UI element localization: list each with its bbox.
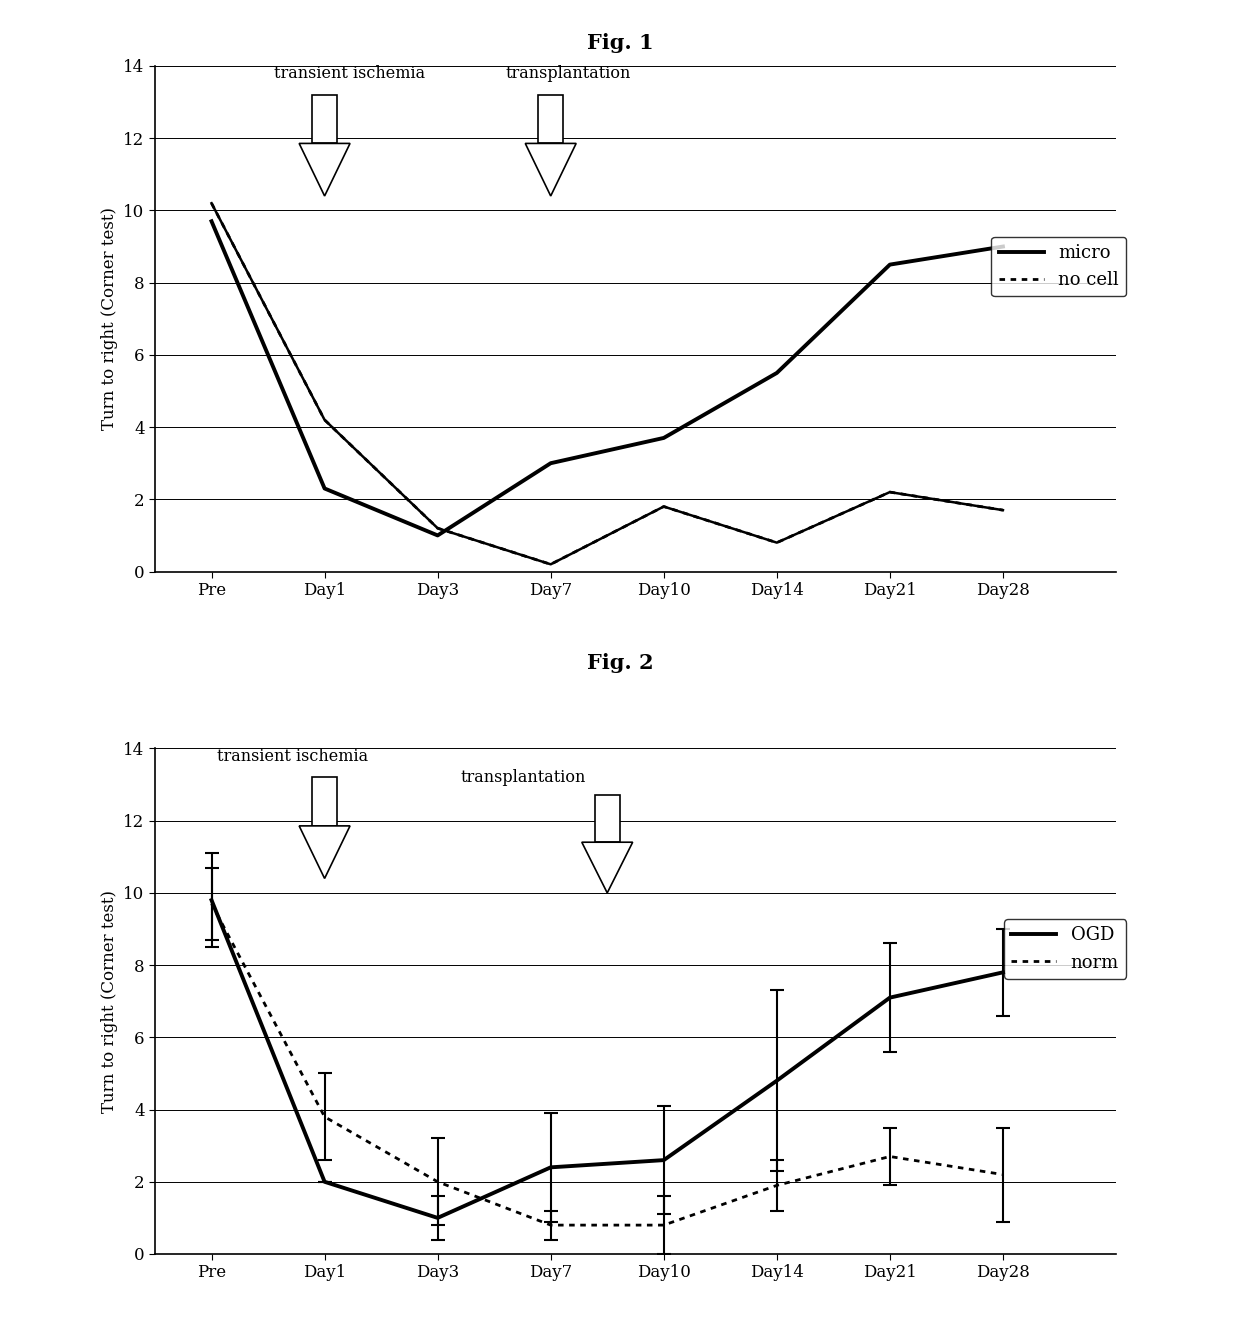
Bar — [594, 796, 620, 842]
Bar — [312, 95, 337, 144]
Bar — [538, 95, 563, 144]
Polygon shape — [526, 144, 577, 195]
Text: transplantation: transplantation — [460, 770, 585, 787]
Text: transient ischemia: transient ischemia — [274, 65, 425, 82]
Text: transient ischemia: transient ischemia — [217, 747, 368, 764]
Y-axis label: Turn to right (Corner test): Turn to right (Corner test) — [100, 207, 118, 430]
Y-axis label: Turn to right (Corner test): Turn to right (Corner test) — [100, 890, 118, 1113]
Polygon shape — [299, 826, 350, 879]
Bar — [312, 777, 337, 826]
Legend: OGD, norm: OGD, norm — [1004, 919, 1126, 978]
Text: Fig. 1: Fig. 1 — [587, 33, 653, 53]
Polygon shape — [299, 144, 350, 195]
Polygon shape — [582, 842, 632, 892]
Text: Fig. 2: Fig. 2 — [587, 653, 653, 673]
Legend: micro, no cell: micro, no cell — [992, 236, 1126, 296]
Text: transplantation: transplantation — [506, 65, 631, 82]
